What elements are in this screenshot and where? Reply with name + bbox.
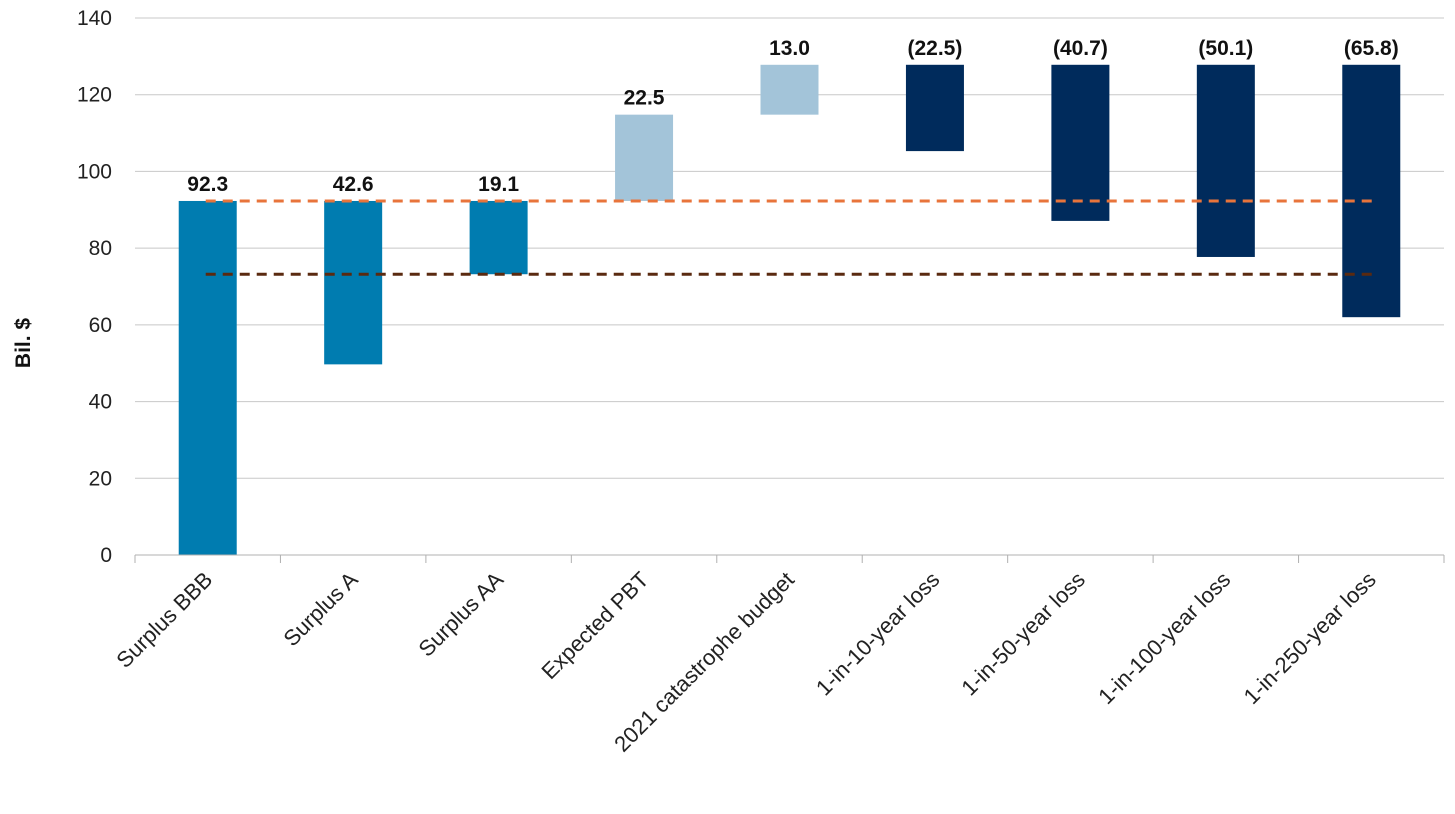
y-tick-label: 40 (89, 391, 112, 414)
y-tick-label: 120 (77, 84, 112, 107)
x-tick-label: Surplus AA (414, 567, 509, 662)
data-label: 92.3 (187, 173, 228, 196)
bar (1196, 64, 1255, 257)
y-tick-label: 20 (89, 467, 112, 490)
x-tick-label: 1-in-100-year loss (1093, 567, 1235, 709)
bar (324, 200, 383, 365)
x-tick-label: Surplus BBB (111, 567, 217, 673)
bar (178, 200, 237, 556)
y-tick-label: 100 (77, 160, 112, 183)
y-tick-label: 140 (77, 7, 112, 30)
y-tick-label: 60 (89, 314, 112, 337)
y-tick-label: 80 (89, 237, 112, 260)
y-tick-label: 0 (100, 544, 112, 567)
x-tick-label: 1-in-250-year loss (1239, 567, 1381, 709)
bar (615, 114, 674, 201)
reference-lines (205, 199, 1374, 276)
data-label: (50.1) (1198, 37, 1253, 60)
data-label: 13.0 (769, 37, 810, 60)
data-labels: 92.3 42.6 19.1 22.5 13.0 (22.5) (40.7) (50.1) (6… (187, 37, 1398, 196)
data-label: 22.5 (624, 87, 665, 110)
bar (760, 64, 819, 115)
data-label: (65.8) (1344, 37, 1399, 60)
x-tick-label: Surplus A (278, 567, 362, 651)
data-label: 42.6 (333, 173, 374, 196)
bar (905, 64, 964, 152)
bar (469, 200, 528, 275)
y-axis-title: Bil. $ (12, 318, 35, 369)
y-axis-ticks: 0 20 40 60 80 100 120 140 (77, 7, 112, 567)
x-axis: Surplus BBB Surplus A Surplus AA Expected P… (111, 554, 1445, 757)
data-label: (22.5) (908, 37, 963, 60)
data-label: (40.7) (1053, 37, 1108, 60)
bar (1051, 64, 1110, 221)
x-tick-label: 1-in-50-year loss (956, 567, 1090, 701)
x-tick-label: 1-in-10-year loss (811, 567, 945, 701)
x-tick-label: Expected PBT (536, 567, 653, 684)
bar (1342, 64, 1401, 318)
bars (178, 64, 1401, 556)
data-label: 19.1 (478, 173, 519, 196)
